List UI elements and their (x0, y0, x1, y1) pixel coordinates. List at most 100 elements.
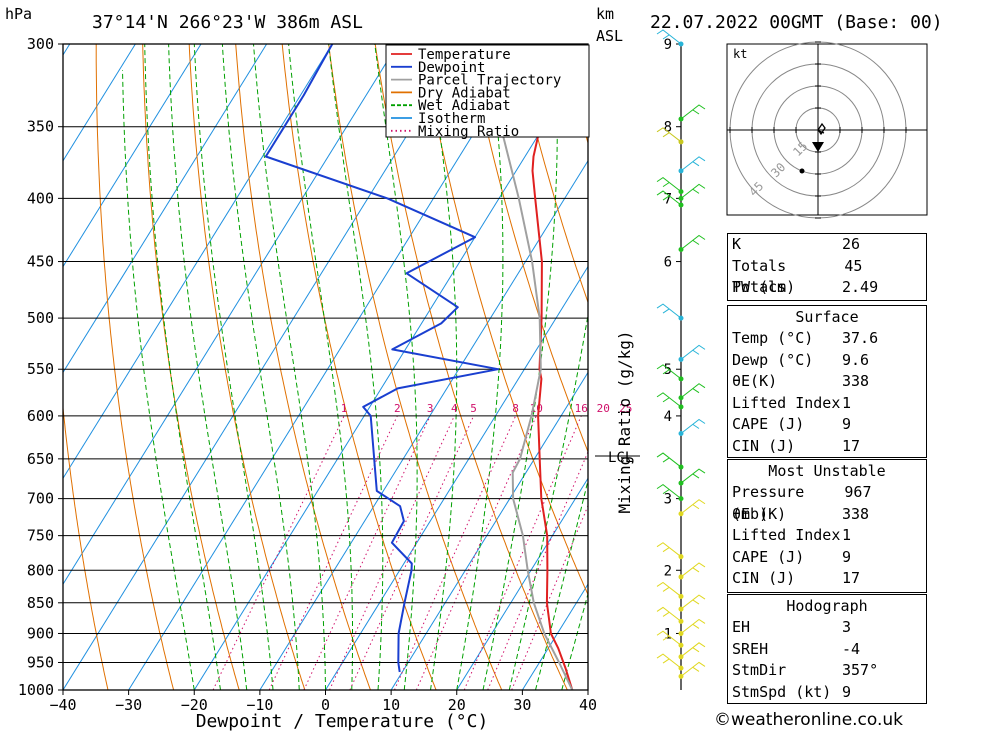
storm-motion-arrow (812, 142, 824, 152)
wind-barb (656, 653, 682, 669)
isotherm-line (325, 265, 588, 690)
wet-adiabat-line (144, 44, 221, 690)
mixing-ratio-line (212, 415, 345, 690)
wind-barb (680, 383, 706, 399)
location-title: 37°14'N 266°23'W 386m ASL (92, 12, 363, 33)
wind-barb (656, 392, 682, 408)
dry-adiabat-line (929, 35, 1000, 690)
indices-panel: K 26 Totals Totals 45 PW (cm) 2.49 (727, 233, 927, 301)
mu-cape-row: CAPE (J) 9 (732, 547, 852, 566)
x-tick-label: −20 (181, 696, 208, 714)
pressure-unit-label: hPa (5, 5, 32, 23)
most-unstable-panel: Most Unstable Pressure (mb) 967 θE (K) 338… (727, 459, 927, 593)
mixing-ratio-line (303, 415, 431, 690)
wind-barb (680, 468, 706, 484)
isotherm-line (128, 44, 530, 690)
dewpoint-line (264, 44, 500, 673)
wet-adiabat-line (122, 70, 195, 690)
wind-barb (656, 29, 682, 45)
km-tick-label: 4 (664, 409, 672, 425)
credit-text: ©weatheronline.co.uk (714, 710, 904, 730)
dry-adiabat-line (142, 44, 240, 690)
dry-adiabat-line (328, 44, 503, 690)
mixing-ratio-label: 25 (619, 402, 632, 415)
y-tick-label: 850 (27, 594, 54, 612)
temperature-line (531, 44, 574, 690)
legend-label: Mixing Ratio (418, 124, 519, 140)
isotherm-line (390, 371, 588, 690)
isotherm-line (63, 44, 136, 162)
wind-barb (680, 562, 706, 578)
legend-label: Dewpoint (418, 60, 485, 76)
surface-panel: Surface Temp (°C) 37.6 Dewp (°C) 9.6 θE(K)… (727, 305, 927, 458)
x-tick-label: −10 (246, 696, 273, 714)
hodograph-mean-wind-dot (799, 168, 805, 174)
x-tick-label: 40 (579, 696, 597, 714)
mixing-ratio-label: 1 (341, 402, 348, 415)
plot-frame (62, 43, 589, 691)
wind-barb (680, 594, 706, 610)
wet-adiabat-line (535, 478, 588, 690)
km-tick-label: 2 (664, 563, 672, 579)
surface-dewp-row: Dewp (°C) 9.6 (732, 350, 870, 369)
surface-cape-row: CAPE (J) 9 (732, 415, 852, 433)
km-unit-label: km (596, 5, 614, 23)
dry-adiabat-line (374, 44, 568, 690)
pw-row: PW (cm) 2.49 (732, 278, 879, 296)
wind-barb (656, 303, 682, 319)
wind-barb (680, 344, 706, 360)
wind-barb (656, 364, 682, 380)
legend-label: Dry Adiabat (418, 85, 511, 101)
wind-barb (680, 499, 706, 515)
profile-series (264, 44, 574, 690)
wind-barb (656, 176, 682, 193)
dry-adiabat-line (467, 44, 588, 454)
temperature-axis: −40 −30 −20 −10 0 10 20 30 40 (49, 690, 597, 714)
lcl-label: LCL (608, 450, 633, 466)
totals-totals-row: Totals Totals 45 (732, 256, 863, 297)
isotherm-line (63, 44, 268, 374)
wet-adiabat-line (427, 44, 458, 690)
wind-barb (680, 183, 706, 199)
y-tick-label: 700 (27, 490, 54, 508)
mixing-ratio-line (415, 415, 537, 690)
wet-adiabat-line (374, 44, 418, 690)
x-axis-label: Dewpoint / Temperature (°C) (196, 711, 489, 732)
wind-barb (680, 642, 706, 658)
wet-adiabat-line (328, 44, 384, 690)
wind-barb (680, 418, 706, 434)
y-tick-label: 450 (27, 253, 54, 271)
eh-row: EH 3 (732, 618, 852, 636)
surface-li-row: Lifted Index 1 (732, 393, 852, 412)
pressure-axis: 300 350 400 450 500 550 600 650 700 750 800 850 900 9… (18, 35, 63, 699)
mixing-ratio-label: 16 (575, 402, 588, 415)
wind-barb (680, 156, 706, 172)
km-tick-label: 3 (664, 492, 672, 508)
mu-pressure-row: Pressure (mb) 967 (732, 483, 872, 523)
x-tick-label: 30 (513, 696, 531, 714)
wind-barbs (656, 29, 706, 679)
isotherm-line (0, 44, 4, 690)
km-tick-label: 9 (664, 37, 672, 53)
mixing-ratio-label: 5 (470, 402, 477, 415)
y-tick-label: 550 (27, 360, 54, 378)
hodograph-trace (817, 122, 826, 136)
y-tick-label: 800 (27, 561, 54, 579)
mixing-ratio-label: 8 (512, 402, 519, 415)
surface-thetae-row: θE(K) 338 (732, 372, 870, 390)
km-tick-label: 7 (664, 191, 672, 207)
dry-adiabat-line (235, 44, 371, 690)
wet-adiabat-line (253, 44, 326, 690)
dry-adiabat-line (63, 403, 109, 690)
y-tick-label: 400 (27, 189, 54, 207)
wind-barb (656, 630, 682, 646)
wind-barb (680, 618, 706, 634)
isobar-lines (63, 43, 588, 691)
asl-unit-label: ASL (596, 27, 623, 45)
dry-adiabat-line (421, 44, 588, 596)
km-tick-label: 8 (664, 120, 672, 136)
wind-barb (656, 606, 682, 622)
wind-barb (656, 190, 682, 206)
